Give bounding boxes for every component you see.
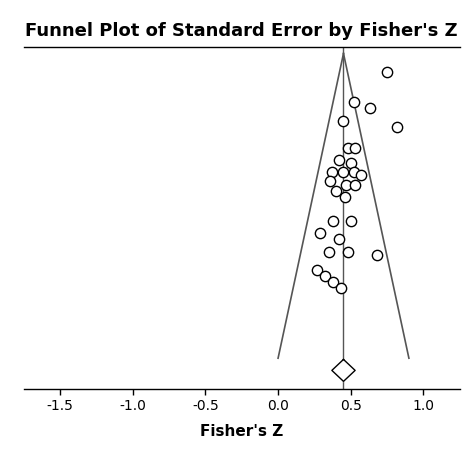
Point xyxy=(343,181,350,188)
Point xyxy=(332,187,340,194)
Point xyxy=(373,251,381,258)
Point xyxy=(344,248,352,255)
Point xyxy=(350,169,357,176)
Point xyxy=(325,248,333,255)
Point xyxy=(350,99,357,106)
Point xyxy=(317,229,324,237)
Point xyxy=(351,144,359,152)
Point xyxy=(337,284,345,292)
Point xyxy=(393,123,401,130)
Point xyxy=(313,266,321,273)
Point xyxy=(329,278,337,286)
Point xyxy=(335,156,343,164)
Title: Funnel Plot of Standard Error by Fisher's Z: Funnel Plot of Standard Error by Fisher'… xyxy=(26,22,458,40)
Point xyxy=(329,217,337,225)
Point xyxy=(344,144,352,152)
Point xyxy=(357,172,365,179)
Point xyxy=(366,105,374,112)
Point xyxy=(383,68,391,75)
Point xyxy=(340,169,347,176)
Point xyxy=(321,272,328,280)
Point xyxy=(335,236,343,243)
Point xyxy=(347,159,355,167)
X-axis label: Fisher's Z: Fisher's Z xyxy=(200,424,283,439)
Point xyxy=(347,217,355,225)
Point xyxy=(341,193,349,201)
Point xyxy=(327,178,334,185)
Point xyxy=(351,181,359,188)
Point xyxy=(340,117,347,124)
Polygon shape xyxy=(332,359,355,382)
Point xyxy=(328,169,336,176)
